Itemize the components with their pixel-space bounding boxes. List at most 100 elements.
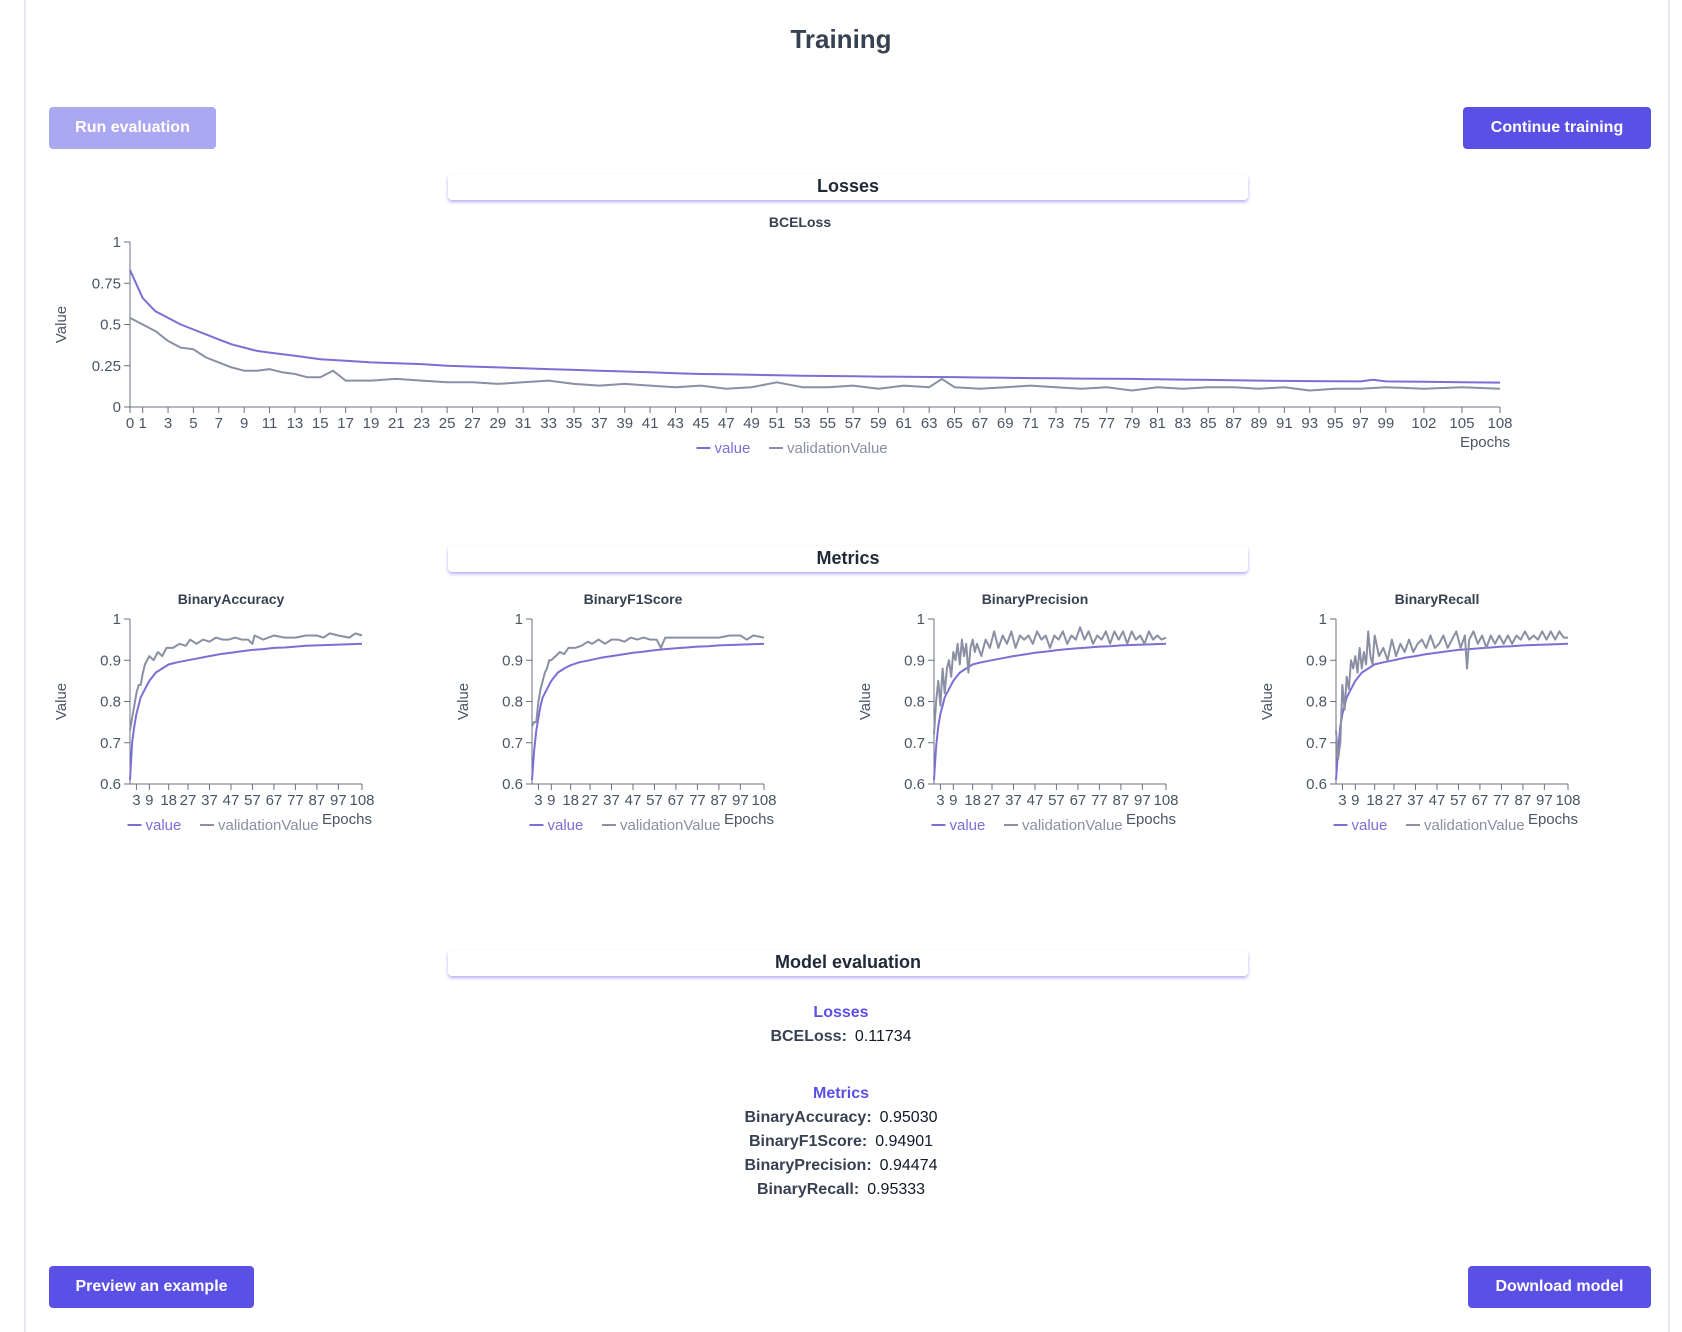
download-model-button[interactable]: Download model — [1468, 1266, 1651, 1308]
legend-label: validationValue — [1424, 817, 1525, 834]
x-tick-label: 105 — [1449, 415, 1474, 432]
metrics-section-header: Metrics — [448, 546, 1248, 572]
evaluation-value: 0.94901 — [875, 1133, 934, 1150]
x-tick-label: 89 — [1251, 415, 1268, 432]
x-tick-label: 47 — [223, 792, 240, 809]
continue-training-button[interactable]: Continue training — [1463, 107, 1651, 149]
series-line-value — [129, 269, 1501, 384]
x-tick-label: 108 — [349, 792, 374, 809]
x-tick-label: 77 — [1091, 792, 1108, 809]
y-tick-label: 0.6 — [1306, 776, 1327, 793]
x-tick-label: 81 — [1149, 415, 1166, 432]
x-tick-label: 77 — [287, 792, 304, 809]
x-tick-label: 93 — [1301, 415, 1318, 432]
y-tick-label: 0.8 — [100, 694, 121, 711]
legend-label: value — [1352, 817, 1388, 834]
x-tick-label: 43 — [667, 415, 684, 432]
x-tick-label: 47 — [1027, 792, 1044, 809]
y-tick-label: 0.9 — [1306, 652, 1327, 669]
x-tick-label: 27 — [464, 415, 481, 432]
chart-title: BinaryAccuracy — [178, 592, 285, 607]
x-tick-label: 97 — [330, 792, 347, 809]
x-tick-label: 41 — [642, 415, 659, 432]
x-tick-label: 9 — [949, 792, 957, 809]
x-tick-label: 71 — [1022, 415, 1039, 432]
x-tick-label: 67 — [668, 792, 685, 809]
x-tick-label: 97 — [1134, 792, 1151, 809]
evaluation-row: BinaryPrecision: 0.94474 — [0, 1154, 1682, 1178]
legend-label: validationValue — [218, 817, 319, 834]
legend-label: value — [950, 817, 986, 834]
x-tick-label: 18 — [562, 792, 579, 809]
binaryrecall-chart: BinaryRecall Value 0.6 0.7 0.8 0.9 1 3 9 18 27 37 47… — [1259, 592, 1581, 834]
x-tick-label: 45 — [692, 415, 709, 432]
x-tick-label: 37 — [591, 415, 608, 432]
x-tick-label: 87 — [309, 792, 326, 809]
x-tick-label: 69 — [997, 415, 1014, 432]
x-tick-label: 108 — [1487, 415, 1512, 432]
legend-label: value — [548, 817, 584, 834]
x-tick-label: 85 — [1200, 415, 1217, 432]
y-tick-label: 0.9 — [502, 652, 523, 669]
chart-title: BinaryRecall — [1395, 592, 1480, 607]
evaluation-row: BCELoss: 0.11734 — [0, 1025, 1682, 1049]
x-tick-label: 108 — [1555, 792, 1580, 809]
series-line-validationValue — [1335, 630, 1568, 761]
x-tick-label: 3 — [534, 792, 542, 809]
x-tick-label: 67 — [1472, 792, 1489, 809]
x-tick-label: 57 — [845, 415, 862, 432]
x-tick-label: 27 — [180, 792, 197, 809]
x-axis-label: Epochs — [1126, 811, 1176, 828]
evaluation-label: BinaryRecall: — [756, 1181, 860, 1198]
x-tick-label: 25 — [439, 415, 456, 432]
x-tick-label: 61 — [895, 415, 912, 432]
x-tick-label: 102 — [1411, 415, 1436, 432]
x-tick-label: 9 — [1351, 792, 1359, 809]
x-tick-label: 9 — [547, 792, 555, 809]
preview-example-button[interactable]: Preview an example — [49, 1266, 254, 1308]
y-tick-label: 0.7 — [904, 735, 925, 752]
x-tick-label: 21 — [388, 415, 405, 432]
x-tick-label: 18 — [160, 792, 177, 809]
x-tick-label: 29 — [490, 415, 507, 432]
y-tick-label: 0.7 — [502, 735, 523, 752]
chart-title: BinaryPrecision — [982, 592, 1089, 607]
y-tick-label: 1 — [917, 611, 925, 628]
chart-title: BinaryF1Score — [584, 592, 683, 607]
evaluation-value: 0.95030 — [879, 1109, 938, 1126]
x-tick-label: 27 — [1386, 792, 1403, 809]
x-tick-label: 73 — [1048, 415, 1065, 432]
x-tick-label: 99 — [1377, 415, 1394, 432]
x-tick-label: 33 — [540, 415, 557, 432]
y-tick-label: 1 — [515, 611, 523, 628]
evaluation-label: BCELoss: — [770, 1028, 847, 1045]
x-tick-label: 57 — [646, 792, 663, 809]
run-evaluation-button[interactable]: Run evaluation — [49, 107, 216, 149]
x-tick-label: 77 — [689, 792, 706, 809]
x-tick-label: 67 — [972, 415, 989, 432]
evaluation-label: BinaryF1Score: — [748, 1133, 868, 1150]
y-tick-label: 1 — [113, 611, 121, 628]
x-tick-label: 97 — [732, 792, 749, 809]
x-tick-label: 9 — [240, 415, 248, 432]
y-tick-label: 0.6 — [100, 776, 121, 793]
y-tick-label: 0.75 — [92, 275, 121, 292]
series-line-validationValue — [531, 634, 765, 727]
x-tick-label: 87 — [1515, 792, 1532, 809]
binaryaccuracy-chart: BinaryAccuracy Value 0.6 0.7 0.8 0.9 1 3 9 18 27 37… — [53, 592, 375, 834]
x-axis-label: Epochs — [1528, 811, 1578, 828]
x-tick-label: 87 — [1113, 792, 1130, 809]
evaluation-losses-heading: Losses — [813, 1004, 869, 1021]
evaluation-value: 0.11734 — [854, 1028, 912, 1045]
x-tick-label: 75 — [1073, 415, 1090, 432]
x-tick-label: 39 — [616, 415, 633, 432]
y-tick-label: 0.7 — [100, 735, 121, 752]
x-tick-label: 9 — [145, 792, 153, 809]
x-tick-label: 49 — [743, 415, 760, 432]
evaluation-value: 0.95333 — [867, 1181, 926, 1198]
x-tick-label: 67 — [266, 792, 283, 809]
y-axis-label: Value — [53, 683, 70, 720]
evaluation-section-header: Model evaluation — [448, 950, 1248, 976]
evaluation-row: BinaryAccuracy: 0.95030 — [0, 1106, 1682, 1130]
